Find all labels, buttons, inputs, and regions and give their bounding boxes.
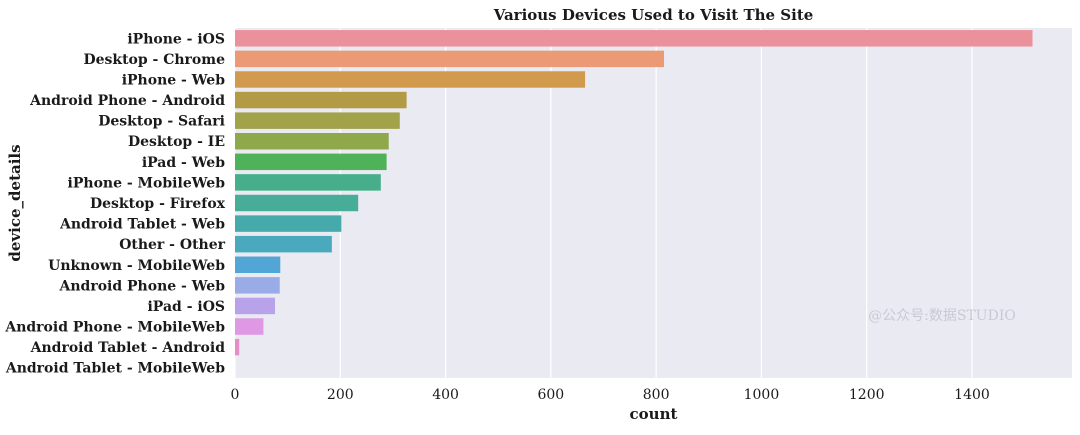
bar bbox=[235, 174, 381, 191]
category-label: Android Tablet - Web bbox=[59, 217, 225, 233]
category-label: Other - Other bbox=[119, 237, 225, 253]
chart-title: Various Devices Used to Visit The Site bbox=[493, 6, 814, 24]
bar bbox=[235, 297, 276, 315]
bars bbox=[235, 30, 1033, 356]
x-axis-label: count bbox=[630, 405, 678, 423]
x-tick-label: 600 bbox=[537, 387, 564, 403]
bar bbox=[235, 133, 389, 150]
category-label: Desktop - Firefox bbox=[90, 196, 226, 212]
y-axis-label: device_details bbox=[6, 144, 24, 261]
category-label: Desktop - Chrome bbox=[83, 52, 225, 68]
bar bbox=[235, 318, 264, 335]
bar bbox=[235, 194, 359, 212]
category-label: Android Tablet - MobileWeb bbox=[5, 361, 225, 377]
bar bbox=[235, 50, 665, 68]
bar bbox=[235, 112, 400, 129]
x-tick-label: 1200 bbox=[849, 387, 885, 403]
x-tick-label: 200 bbox=[327, 387, 354, 403]
bar bbox=[235, 153, 387, 171]
bar bbox=[235, 30, 1033, 47]
category-label: iPad - Web bbox=[142, 155, 225, 171]
bar bbox=[235, 277, 280, 294]
category-label: Android Phone - Android bbox=[29, 93, 225, 109]
watermark-text: @公众号:数据STUDIO bbox=[868, 308, 1016, 324]
category-labels: iPhone - iOS Desktop - Chrome iPhone - Web… bbox=[4, 31, 225, 376]
category-label: Desktop - Safari bbox=[98, 114, 225, 130]
category-label: Android Tablet - Android bbox=[30, 340, 226, 356]
category-label: iPad - iOS bbox=[147, 299, 225, 315]
x-tick-label: 800 bbox=[643, 387, 670, 403]
bar bbox=[235, 256, 281, 273]
x-tick-label: 1000 bbox=[744, 387, 780, 403]
category-label: Unknown - MobileWeb bbox=[48, 258, 225, 274]
x-tick-label: 1400 bbox=[954, 387, 990, 403]
category-label: Desktop - IE bbox=[128, 134, 225, 150]
bar bbox=[235, 91, 407, 109]
bar bbox=[235, 235, 332, 253]
category-label: Android Phone - MobileWeb bbox=[4, 320, 225, 336]
category-label: iPhone - Web bbox=[122, 72, 225, 88]
x-tick-label: 400 bbox=[432, 387, 459, 403]
bar bbox=[235, 215, 342, 232]
category-label: iPhone - MobileWeb bbox=[68, 175, 226, 191]
bar bbox=[235, 71, 586, 88]
x-tick-label: 0 bbox=[231, 387, 240, 403]
x-tick-labels: 0 200 400 600 800 1000 1200 1400 bbox=[231, 387, 990, 403]
category-label: iPhone - iOS bbox=[127, 31, 225, 47]
bar bbox=[235, 338, 240, 356]
category-label: Android Phone - Web bbox=[59, 278, 226, 294]
